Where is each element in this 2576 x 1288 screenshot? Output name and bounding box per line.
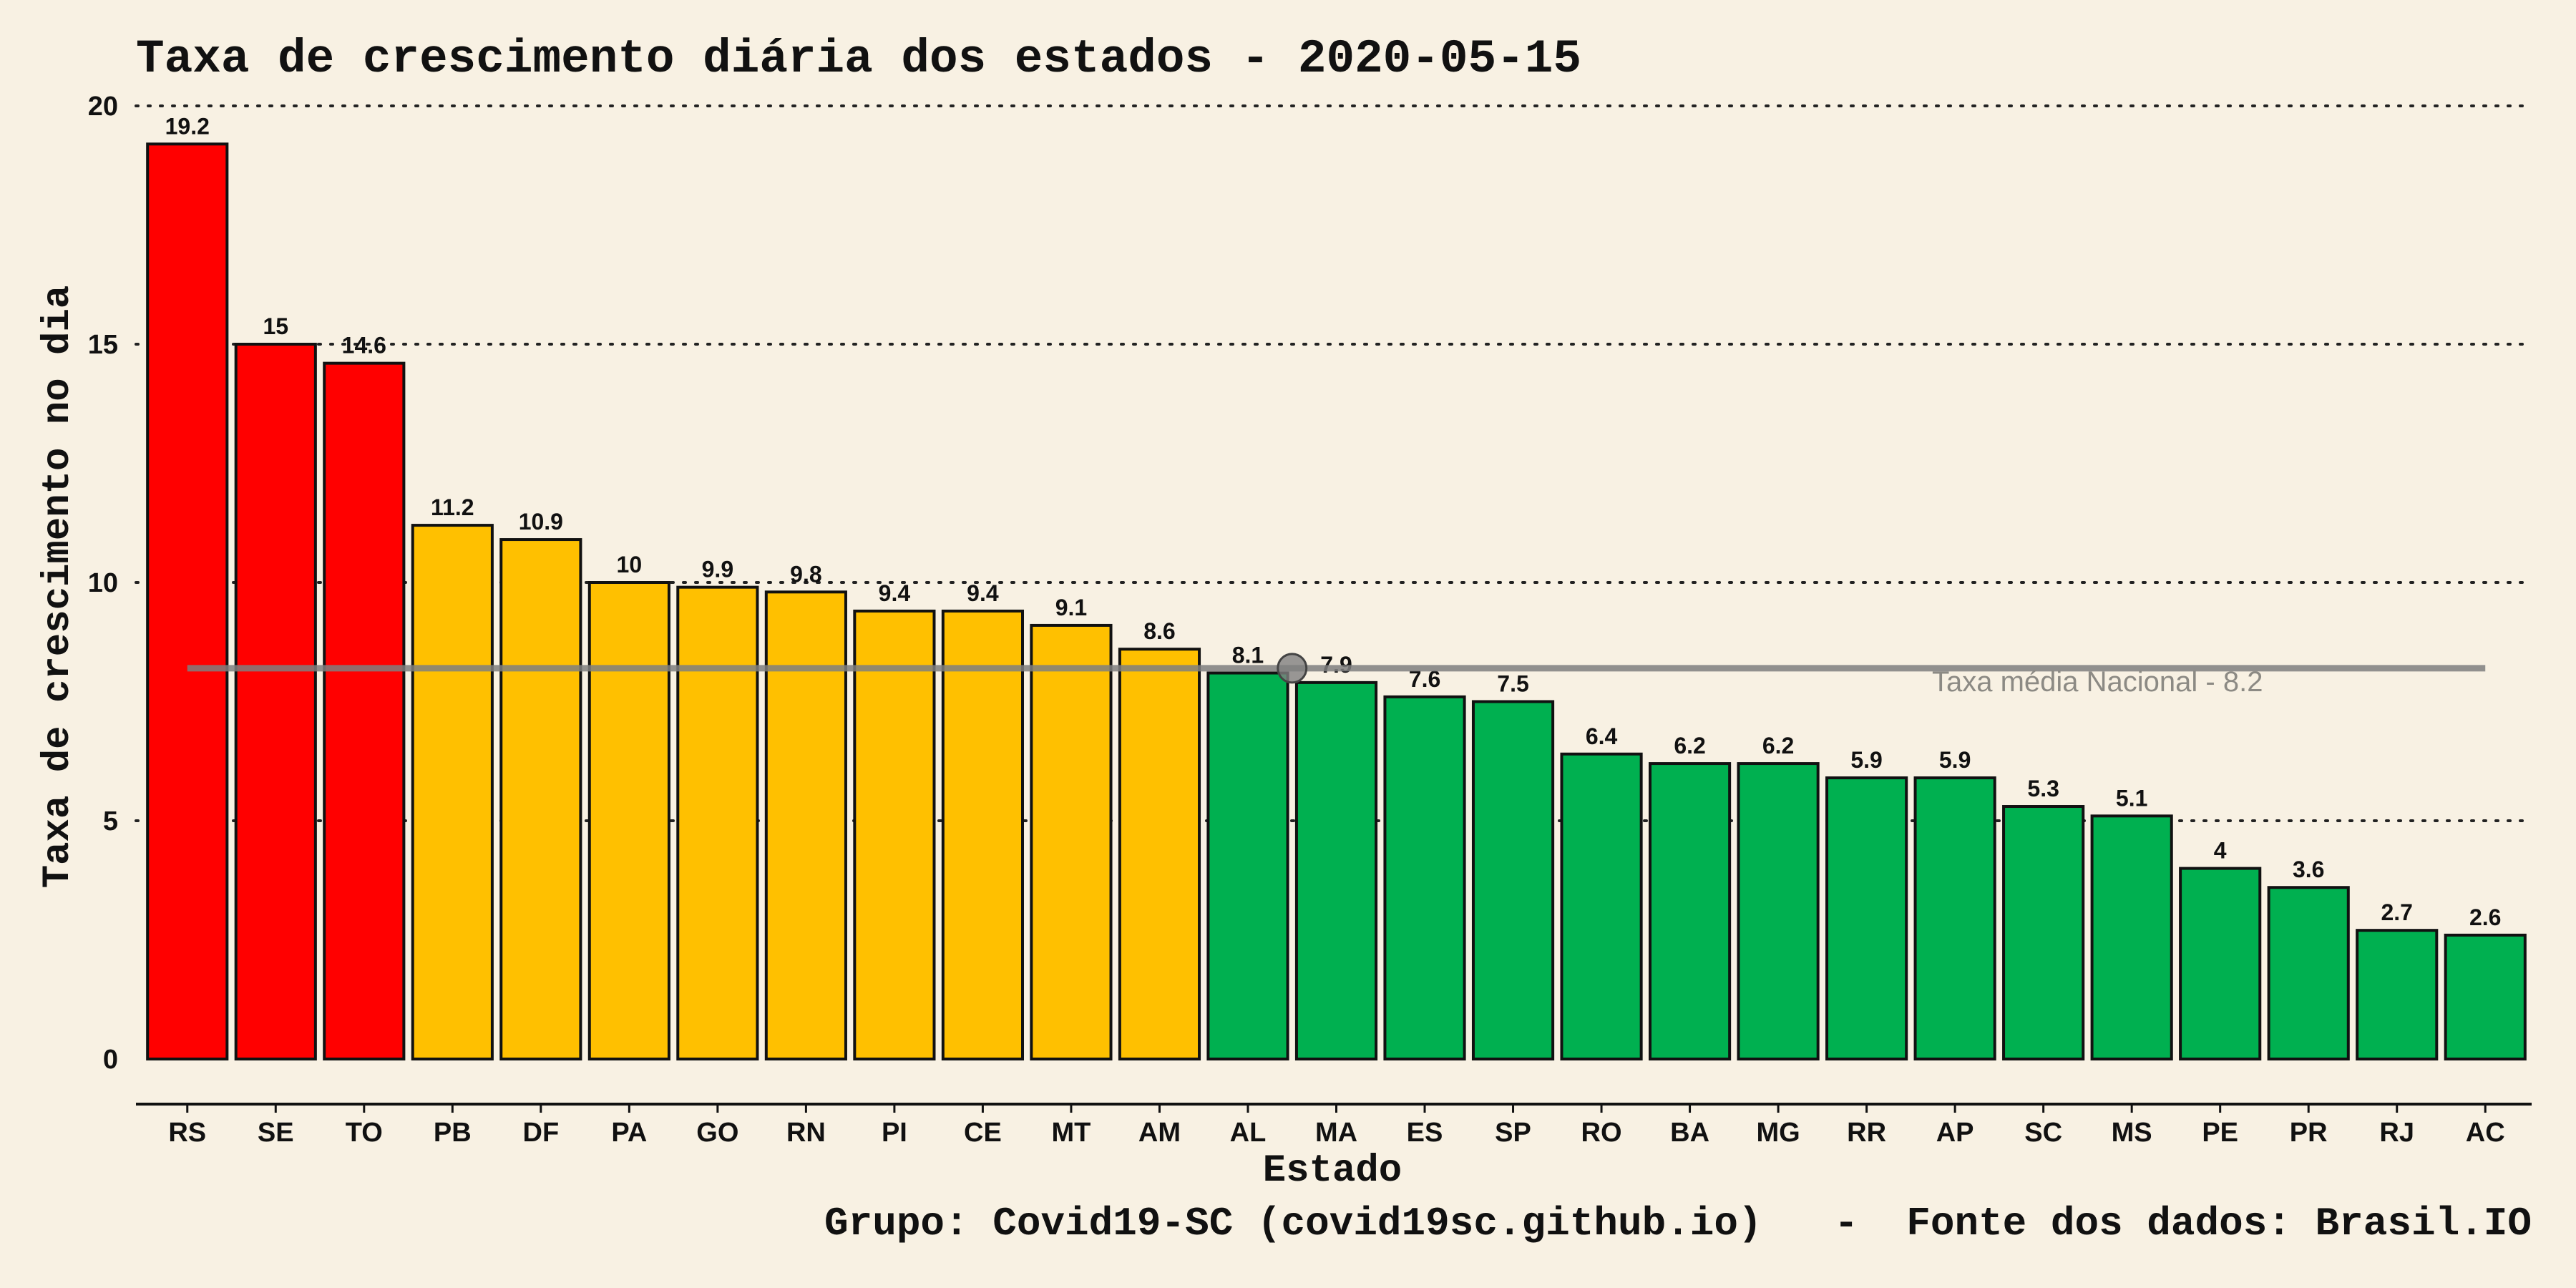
x-tick-label: PI — [882, 1118, 907, 1148]
x-tick-label: MS — [2112, 1118, 2152, 1148]
bar-DF — [499, 538, 582, 1060]
value-label: 5.9 — [1850, 747, 1882, 773]
bar-ES — [1383, 695, 1466, 1061]
x-tick-label: PB — [434, 1118, 472, 1148]
bar-MG — [1737, 762, 1820, 1060]
value-label: 9.1 — [1055, 595, 1087, 620]
value-label: 9.4 — [967, 580, 999, 606]
bars — [146, 142, 2527, 1061]
bar-AC — [2444, 933, 2527, 1060]
bar-CE — [941, 609, 1025, 1060]
y-tick-label: 0 — [103, 1045, 118, 1075]
bar-AP — [1913, 776, 1996, 1061]
x-tick-label: AC — [2466, 1118, 2505, 1148]
value-label: 7.5 — [1497, 671, 1528, 697]
x-tick-label: AM — [1138, 1118, 1181, 1148]
value-label: 9.8 — [790, 561, 821, 587]
average-line-group: Taxa média Nacional - 8.2 — [187, 653, 2486, 698]
value-label: 5.3 — [2027, 776, 2059, 801]
value-label: 8.1 — [1232, 643, 1264, 668]
value-label: 5.1 — [2116, 785, 2147, 811]
value-label: 19.2 — [165, 113, 210, 139]
bar-GO — [676, 585, 759, 1060]
x-axis-title: Estado — [1263, 1149, 1402, 1193]
average-line-label: Taxa média Nacional - 8.2 — [1932, 666, 2263, 698]
bar-RO — [1560, 752, 1643, 1060]
bar-MS — [2090, 814, 2173, 1060]
x-tick-label: RR — [1847, 1118, 1886, 1148]
x-tick-label: BA — [1670, 1118, 1709, 1148]
bar-RN — [764, 590, 847, 1060]
bar-MA — [1294, 680, 1378, 1060]
bar-SP — [1471, 700, 1555, 1060]
value-label: 9.9 — [702, 557, 733, 582]
value-label: 5.9 — [1939, 747, 1971, 773]
x-tick-label: AL — [1230, 1118, 1267, 1148]
value-label: 15 — [263, 313, 288, 339]
value-label: 2.6 — [2469, 904, 2501, 930]
x-tick-label: RN — [786, 1118, 826, 1148]
x-tick-label: MA — [1315, 1118, 1357, 1148]
x-tick-label: GO — [696, 1118, 738, 1148]
x-tick-label: SC — [2024, 1118, 2062, 1148]
value-labels: 19.2 15 14.6 11.2 10.9 10 9.9 9.8 9.4 9.4 9.1 8.6 8.… — [165, 113, 2502, 930]
bar-MT — [1030, 623, 1113, 1060]
bar-PB — [411, 524, 494, 1060]
x-tick-label: PE — [2202, 1118, 2238, 1148]
x-tick-label: DF — [523, 1118, 560, 1148]
x-tick-label: RJ — [2379, 1118, 2414, 1148]
x-tick-label: CE — [964, 1118, 1002, 1148]
y-tick-label: 15 — [88, 330, 118, 360]
x-tick-label: SE — [258, 1118, 294, 1148]
value-label: 3.6 — [2293, 857, 2324, 882]
bar-RR — [1825, 776, 1908, 1061]
bar-RJ — [2356, 929, 2439, 1061]
bar-TO — [323, 361, 406, 1060]
value-label: 14.6 — [342, 333, 386, 358]
x-tick-label: RS — [168, 1118, 206, 1148]
x-tick-label: RO — [1581, 1118, 1622, 1148]
y-tick-label: 5 — [103, 806, 118, 836]
value-label: 10.9 — [519, 509, 563, 535]
value-label: 2.7 — [2381, 899, 2412, 925]
value-label: 6.4 — [1586, 723, 1618, 749]
y-axis-title: Taxa de crescimento no dia — [36, 286, 80, 889]
bar-PE — [2179, 867, 2262, 1060]
value-label: 10 — [617, 552, 643, 577]
average-marker — [1277, 653, 1308, 684]
x-tick-label: PA — [611, 1118, 647, 1148]
value-label: 9.4 — [879, 580, 911, 606]
value-label: 11.2 — [431, 494, 474, 520]
bar-BA — [1648, 762, 1732, 1060]
value-label: 6.2 — [1674, 733, 1705, 758]
x-tick-label: TO — [346, 1118, 383, 1148]
bar-PR — [2267, 886, 2350, 1060]
bar-SE — [234, 343, 317, 1060]
bar-RS — [146, 142, 229, 1060]
bar-SC — [2002, 805, 2085, 1061]
x-axis-ticks: RS SE TO PB DF PA GO RN PI CE MT AM AL MA ES SP RO BA MG RR… — [168, 1104, 2505, 1148]
x-tick-label: MT — [1052, 1118, 1091, 1148]
value-label: 6.2 — [1762, 733, 1794, 758]
y-tick-label: 10 — [88, 568, 118, 598]
y-tick-label: 20 — [88, 92, 118, 122]
value-label: 4 — [2214, 838, 2227, 864]
caption: Grupo: Covid19-SC (covid19sc.github.io) … — [824, 1201, 2532, 1246]
x-tick-label: SP — [1495, 1118, 1531, 1148]
x-tick-label: PR — [2290, 1118, 2328, 1148]
x-tick-label: MG — [1756, 1118, 1800, 1148]
x-tick-label: AP — [1936, 1118, 1974, 1148]
value-label: 7.9 — [1320, 652, 1352, 678]
value-label: 8.6 — [1143, 618, 1175, 644]
bar-PA — [587, 581, 670, 1060]
bar-PI — [853, 609, 936, 1060]
x-tick-label: ES — [1407, 1118, 1443, 1148]
y-axis-ticks: 0 5 10 15 20 — [88, 92, 118, 1075]
bar-AL — [1206, 671, 1289, 1060]
chart-title: Taxa de crescimento diária dos estados -… — [136, 32, 1581, 86]
bar-AM — [1118, 648, 1201, 1060]
